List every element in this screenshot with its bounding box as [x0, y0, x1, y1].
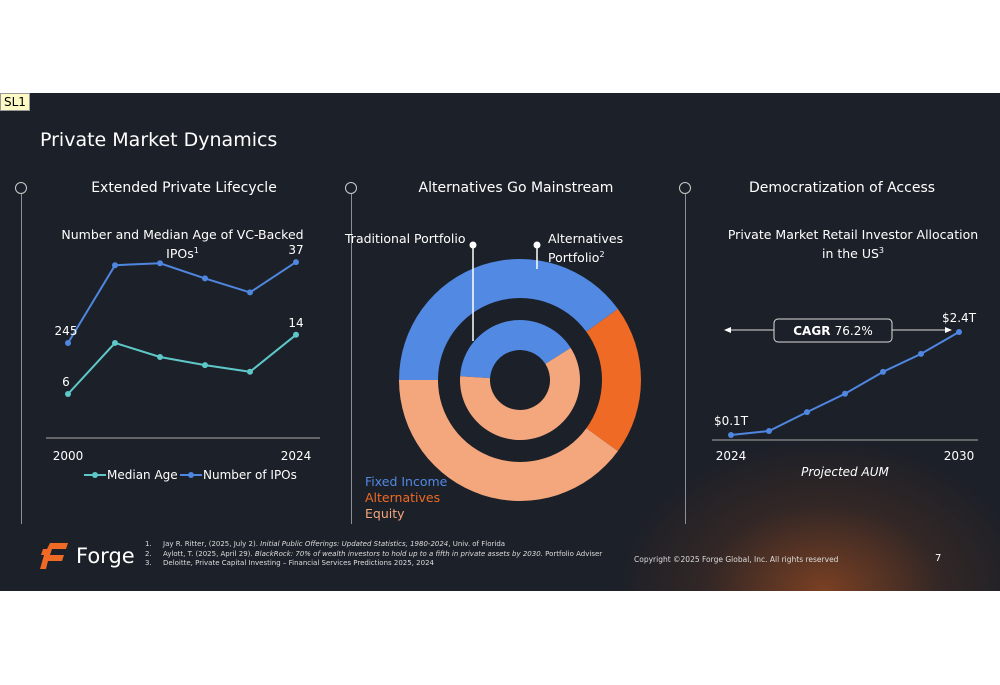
inner-ring-fixed-income [460, 320, 571, 379]
legend-alternatives: Alternatives [365, 490, 441, 505]
slide-title: Private Market Dynamics [40, 129, 278, 151]
legend-equity: Equity [365, 506, 405, 521]
inner-ring-equity [460, 347, 581, 441]
legend-label-0: Median Age [107, 468, 178, 482]
data-point [918, 350, 924, 357]
data-label: 6 [62, 375, 70, 389]
series-line-median-age [67, 334, 297, 395]
outer-ring-fixed-income [399, 259, 618, 380]
data-point [65, 340, 71, 346]
data-label: 37 [288, 243, 303, 257]
aum-line [730, 331, 960, 436]
outer-ring-alternatives [586, 308, 641, 452]
data-point [728, 432, 734, 438]
legend-label-1: Number of IPOs [203, 468, 297, 482]
data-point [293, 259, 299, 266]
chart3-x-tick: 2024 [716, 449, 747, 463]
timeline-marker-2 [345, 182, 357, 194]
alternatives-portfolio-callout: Alternatives Portfolio2 [548, 231, 624, 266]
data-point [804, 409, 810, 416]
alternatives-callout-dot [533, 241, 541, 249]
legend-marker [188, 472, 194, 478]
legend-marker [92, 472, 98, 478]
divider-3 [685, 194, 686, 524]
forge-logo: Forge [40, 543, 135, 569]
data-point [112, 262, 118, 269]
traditional-portfolio-callout: Traditional Portfolio [345, 231, 466, 246]
data-point [202, 275, 208, 282]
data-label: 14 [288, 316, 303, 330]
page-number: 7 [935, 553, 942, 564]
forge-brand-name: Forge [76, 544, 135, 568]
data-point [202, 362, 208, 369]
forge-logo-icon [40, 543, 68, 569]
footnote-1: 1. Jay R. Ritter, (2025, July 2). Initial… [145, 540, 506, 548]
footnotes: 1. Jay R. Ritter, (2025, July 2). Initial… [145, 540, 602, 569]
section-heading-alternatives: Alternatives Go Mainstream [418, 180, 614, 196]
chart3-x-tick: 2030 [944, 449, 975, 463]
data-point [293, 331, 299, 338]
data-point [956, 328, 962, 335]
slide: Private Market Dynamics Extended Private… [0, 93, 1000, 591]
data-point [65, 391, 71, 397]
data-point [247, 368, 253, 375]
traditional-callout-dot [469, 241, 477, 249]
timeline-marker-3 [679, 182, 691, 194]
divider-1 [21, 194, 22, 524]
data-point [880, 368, 886, 375]
end-value-label: $2.4T [942, 311, 977, 325]
chart1-x-tick: 2024 [281, 449, 312, 463]
series-line-number-of-ipos [67, 261, 297, 344]
chart3-x-label: Projected AUM [801, 465, 889, 479]
chart1-title: Number and Median Age of VC-Backed IPOs1 [61, 227, 304, 262]
data-point [112, 339, 118, 346]
data-point [766, 427, 772, 434]
data-point [157, 354, 163, 360]
timeline-marker-1 [15, 182, 27, 194]
chart3-title: Private Market Retail Investor Allocatio… [727, 227, 979, 262]
data-point [842, 390, 848, 397]
footnote-2: 2. Aylott, T. (2025, April 29). BlackRock… [145, 549, 603, 558]
legend-fixed-income: Fixed Income [365, 474, 448, 489]
copyright: Copyright ©2025 Forge Global, Inc. All r… [634, 555, 839, 564]
footnote-3: 3. Deloitte, Private Capital Investing – … [145, 559, 434, 567]
section-heading-lifecycle: Extended Private Lifecycle [91, 180, 277, 196]
data-label: 245 [55, 324, 78, 338]
outer-ring-equity [399, 380, 618, 501]
section-heading-access: Democratization of Access [748, 180, 936, 196]
data-point [157, 260, 163, 267]
cagr-label: CAGR 76.2% [793, 324, 873, 338]
divider-2 [351, 194, 352, 524]
chart1-x-tick: 2000 [53, 449, 84, 463]
charts-canvas: 6 14 245 37 2000 2024 Median Age Number of IPOs… [46, 241, 978, 501]
cagr-box [773, 318, 893, 343]
data-point [247, 289, 253, 296]
start-value-label: $0.1T [714, 414, 749, 428]
slide-label: SL1 [0, 93, 30, 111]
donut-legend: Fixed Income Alternatives Equity [365, 474, 447, 522]
